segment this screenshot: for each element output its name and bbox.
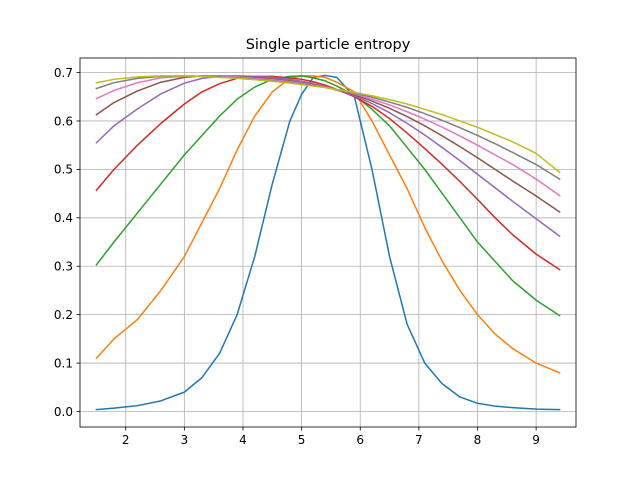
y-tick-label: 0.1 [54,356,73,370]
axis-ticks: 2 3 4 5 6 7 8 9 0.0 0.1 0.2 0.3 0.4 0.5 0.6 0.7 [54,66,540,447]
chart-title: Single particle entropy [246,37,411,53]
x-tick-label: 7 [415,433,423,447]
y-tick-label: 0.6 [54,114,73,128]
x-tick-label: 8 [474,433,482,447]
x-tick-label: 3 [181,433,189,447]
x-tick-label: 5 [298,433,306,447]
series-line-1 [95,74,561,411]
series-line-4 [95,75,561,271]
y-tick-label: 0.3 [54,260,73,274]
y-tick-label: 0.4 [54,211,73,225]
y-tick-label: 0.2 [54,308,73,322]
series-line-6 [95,75,561,214]
y-tick-label: 0.5 [54,163,73,177]
x-tick-label: 6 [356,433,364,447]
y-tick-label: 0.0 [54,405,73,419]
grid-lines [80,58,576,427]
plot-area-frame [79,57,577,428]
x-tick-label: 2 [122,433,130,447]
series-lines [95,74,561,411]
y-tick-label: 0.7 [54,66,73,80]
series-line-3 [95,75,561,317]
series-line-2 [95,75,561,374]
series-line-9 [95,75,561,174]
x-tick-label: 9 [532,433,540,447]
x-tick-label: 4 [239,433,247,447]
